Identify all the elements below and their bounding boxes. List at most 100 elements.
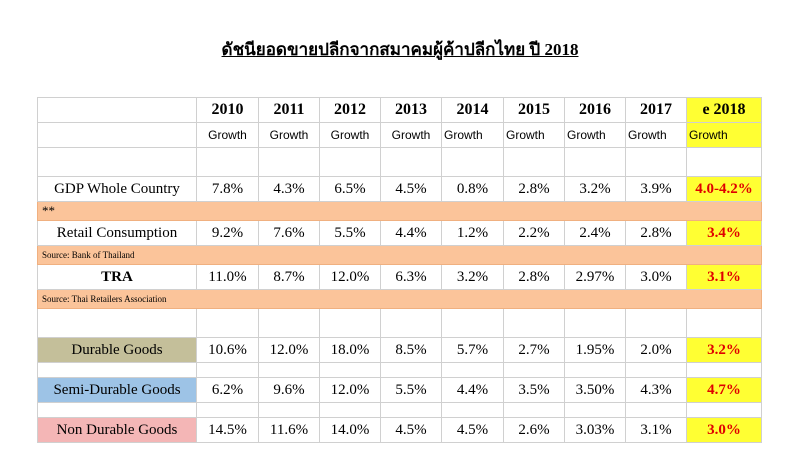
retail-value: 4.4% <box>380 220 442 246</box>
year-cell: 2010 <box>196 97 259 123</box>
durable-value: 1.95% <box>564 337 626 363</box>
retail-growth-table: 2010 2011 2012 2013 2014 2015 2016 2017 … <box>37 97 762 443</box>
durable-value-estimate: 3.2% <box>686 337 762 363</box>
source-note-tra: Source: Thai Retailers Association <box>37 289 762 309</box>
gdp-value: 0.8% <box>441 176 504 202</box>
semi-durable-value: 5.5% <box>380 377 442 403</box>
tra-label: TRA <box>37 264 197 290</box>
growth-label-cell: Growth <box>503 122 565 148</box>
retail-value: 2.2% <box>503 220 565 246</box>
growth-label-cell: Growth <box>196 122 259 148</box>
footnote-marker: ** <box>37 201 762 221</box>
semi-durable-value-estimate: 4.7% <box>686 377 762 403</box>
non-durable-value: 3.1% <box>625 417 687 443</box>
retail-value-estimate: 3.4% <box>686 220 762 246</box>
semi-durable-value: 4.4% <box>441 377 504 403</box>
durable-value: 2.0% <box>625 337 687 363</box>
durable-row: Durable Goods 10.6% 12.0% 18.0% 8.5% 5.7… <box>37 337 762 363</box>
semi-durable-label: Semi-Durable Goods <box>37 377 197 403</box>
gdp-value: 7.8% <box>196 176 259 202</box>
tra-value: 8.7% <box>258 264 320 290</box>
semi-durable-value: 9.6% <box>258 377 320 403</box>
note-band-row: ** <box>37 201 762 221</box>
growth-label-cell-estimate: Growth <box>686 122 762 148</box>
retail-value: 2.8% <box>625 220 687 246</box>
growth-label-cell: Growth <box>625 122 687 148</box>
semi-durable-row: Semi-Durable Goods 6.2% 9.6% 12.0% 5.5% … <box>37 377 762 403</box>
gdp-value-estimate: 4.0-4.2% <box>686 176 762 202</box>
gdp-value: 3.2% <box>564 176 626 202</box>
gdp-value: 4.5% <box>380 176 442 202</box>
non-durable-row: Non Durable Goods 14.5% 11.6% 14.0% 4.5%… <box>37 417 762 443</box>
year-cell-estimate: e 2018 <box>686 97 762 123</box>
gdp-value: 2.8% <box>503 176 565 202</box>
growth-label-cell: Growth <box>258 122 320 148</box>
retail-value: 5.5% <box>319 220 381 246</box>
non-durable-value: 14.5% <box>196 417 259 443</box>
tra-value: 6.3% <box>380 264 442 290</box>
spacer-row <box>37 402 762 418</box>
year-cell: 2012 <box>319 97 381 123</box>
retail-value: 9.2% <box>196 220 259 246</box>
spacer-row <box>37 147 762 177</box>
semi-durable-value: 3.50% <box>564 377 626 403</box>
page-title: ดัชนียอดขายปลีกจากสมาคมผู้ค้าปลีกไทย ปี … <box>221 40 579 59</box>
year-cell: 2014 <box>441 97 504 123</box>
non-durable-value-estimate: 3.0% <box>686 417 762 443</box>
semi-durable-value: 4.3% <box>625 377 687 403</box>
non-durable-value: 4.5% <box>380 417 442 443</box>
durable-value: 2.7% <box>503 337 565 363</box>
semi-durable-value: 6.2% <box>196 377 259 403</box>
retail-value: 7.6% <box>258 220 320 246</box>
growth-label-row: Growth Growth Growth Growth Growth Growt… <box>37 122 762 148</box>
growth-label-cell: Growth <box>564 122 626 148</box>
non-durable-value: 14.0% <box>319 417 381 443</box>
retail-value: 2.4% <box>564 220 626 246</box>
durable-label: Durable Goods <box>37 337 197 363</box>
retail-row: Retail Consumption 9.2% 7.6% 5.5% 4.4% 1… <box>37 220 762 246</box>
durable-value: 10.6% <box>196 337 259 363</box>
tra-value-estimate: 3.1% <box>686 264 762 290</box>
year-header-row: 2010 2011 2012 2013 2014 2015 2016 2017 … <box>37 97 762 123</box>
tra-value: 12.0% <box>319 264 381 290</box>
gdp-value: 6.5% <box>319 176 381 202</box>
durable-value: 12.0% <box>258 337 320 363</box>
non-durable-value: 11.6% <box>258 417 320 443</box>
year-cell: 2017 <box>625 97 687 123</box>
non-durable-value: 2.6% <box>503 417 565 443</box>
durable-value: 8.5% <box>380 337 442 363</box>
growth-label-cell: Growth <box>441 122 504 148</box>
growth-label-cell: Growth <box>319 122 381 148</box>
gdp-value: 4.3% <box>258 176 320 202</box>
spacer-row <box>37 308 762 338</box>
tra-value: 2.8% <box>503 264 565 290</box>
semi-durable-value: 12.0% <box>319 377 381 403</box>
growth-label-cell: Growth <box>380 122 442 148</box>
durable-value: 5.7% <box>441 337 504 363</box>
year-cell: 2011 <box>258 97 320 123</box>
year-cell: 2015 <box>503 97 565 123</box>
source-band-row: Source: Thai Retailers Association <box>37 289 762 309</box>
spacer-row <box>37 362 762 378</box>
non-durable-value: 3.03% <box>564 417 626 443</box>
year-cell: 2013 <box>380 97 442 123</box>
gdp-value: 3.9% <box>625 176 687 202</box>
source-band-row: Source: Bank of Thailand <box>37 245 762 265</box>
non-durable-value: 4.5% <box>441 417 504 443</box>
year-cell: 2016 <box>564 97 626 123</box>
tra-row: TRA 11.0% 8.7% 12.0% 6.3% 3.2% 2.8% 2.97… <box>37 264 762 290</box>
header-blank-cell <box>37 97 197 123</box>
durable-value: 18.0% <box>319 337 381 363</box>
source-note-bot: Source: Bank of Thailand <box>37 245 762 265</box>
retail-label: Retail Consumption <box>37 220 197 246</box>
growth-blank-cell <box>37 122 197 148</box>
tra-value: 11.0% <box>196 264 259 290</box>
tra-value: 2.97% <box>564 264 626 290</box>
gdp-row: GDP Whole Country 7.8% 4.3% 6.5% 4.5% 0.… <box>37 176 762 202</box>
semi-durable-value: 3.5% <box>503 377 565 403</box>
tra-value: 3.0% <box>625 264 687 290</box>
gdp-label: GDP Whole Country <box>37 176 197 202</box>
retail-value: 1.2% <box>441 220 504 246</box>
non-durable-label: Non Durable Goods <box>37 417 197 443</box>
tra-value: 3.2% <box>441 264 504 290</box>
